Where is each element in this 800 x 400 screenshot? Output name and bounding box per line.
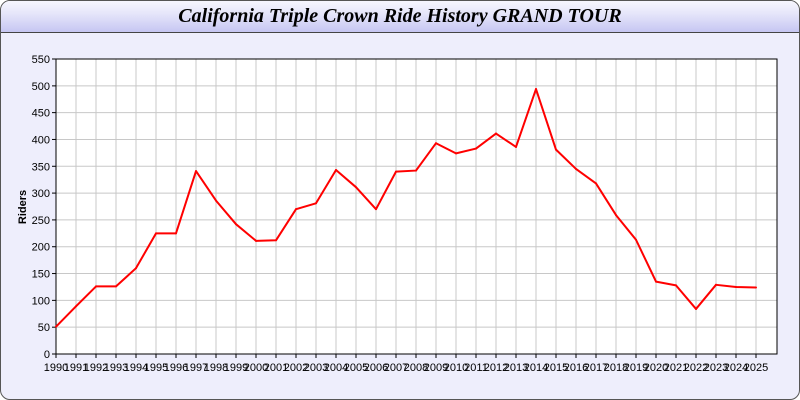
x-tick-label: 2014	[524, 362, 548, 374]
x-tick-label: 2022	[684, 362, 708, 374]
x-tick-label: 1995	[144, 362, 168, 374]
x-tick-label: 1992	[84, 362, 108, 374]
data-point	[695, 307, 697, 310]
x-tick-label: 2007	[384, 362, 408, 374]
data-point	[195, 170, 197, 173]
x-tick-label: 1990	[44, 362, 68, 374]
x-tick-label: 1998	[204, 362, 228, 374]
data-point	[135, 267, 137, 270]
y-tick-label: 0	[44, 349, 50, 361]
data-point	[755, 286, 757, 289]
x-tick-label: 2017	[584, 362, 608, 374]
x-tick-label: 1996	[164, 362, 188, 374]
x-tick-label: 2004	[324, 362, 348, 374]
x-tick-label: 2010	[444, 362, 468, 374]
data-point	[455, 152, 457, 155]
chart-title: California Triple Crown Ride History GRA…	[178, 5, 622, 27]
data-point	[615, 214, 617, 217]
x-tick-label: 2024	[724, 362, 748, 374]
data-point	[475, 147, 477, 150]
data-point	[115, 285, 117, 288]
data-point	[275, 239, 277, 242]
x-tick-label: 2003	[304, 362, 328, 374]
x-tick-label: 2023	[704, 362, 728, 374]
data-point	[655, 280, 657, 283]
data-point	[495, 132, 497, 135]
x-tick-label: 2016	[564, 362, 588, 374]
y-tick-label: 350	[32, 161, 50, 173]
data-point	[415, 169, 417, 172]
data-point	[575, 167, 577, 170]
x-tick-label: 2015	[544, 362, 568, 374]
data-point	[55, 325, 57, 328]
y-tick-label: 500	[32, 81, 50, 93]
y-tick-label: 200	[32, 242, 50, 254]
x-tick-label: 2000	[244, 362, 268, 374]
data-point	[675, 284, 677, 287]
x-tick-label: 2008	[404, 362, 428, 374]
data-point	[95, 285, 97, 288]
y-tick-label: 550	[32, 54, 50, 66]
x-tick-label: 2012	[484, 362, 508, 374]
series-line	[55, 88, 757, 328]
title-bar: California Triple Crown Ride History GRA…	[1, 1, 799, 33]
data-point	[515, 145, 517, 148]
data-point	[555, 148, 557, 151]
data-point	[255, 239, 257, 242]
x-tick-label: 2019	[624, 362, 648, 374]
x-tick-label: 1993	[104, 362, 128, 374]
y-tick-label: 250	[32, 215, 50, 227]
data-point	[355, 186, 357, 189]
data-point	[295, 208, 297, 211]
x-tick-label: 2020	[644, 362, 668, 374]
x-tick-label: 2013	[504, 362, 528, 374]
x-tick-label: 2011	[464, 362, 488, 374]
x-tick-label: 2001	[264, 362, 288, 374]
y-axis-label: Riders	[17, 190, 29, 224]
x-tick-label: 2006	[364, 362, 388, 374]
plot-border	[55, 58, 778, 355]
x-tick-label: 2021	[664, 362, 688, 374]
data-point	[155, 232, 157, 235]
x-tick-label: 2005	[344, 362, 368, 374]
data-point	[315, 202, 317, 205]
x-tick-label: 1994	[124, 362, 148, 374]
data-point	[735, 285, 737, 288]
x-tick-label: 1999	[224, 362, 248, 374]
x-tick-label: 2009	[424, 362, 448, 374]
data-point	[635, 238, 637, 241]
data-point	[535, 88, 537, 91]
y-tick-label: 150	[32, 269, 50, 281]
data-point	[75, 305, 77, 308]
x-tick-label: 2025	[744, 362, 768, 374]
data-point	[335, 169, 337, 172]
y-tick-label: 400	[32, 134, 50, 146]
data-point	[375, 208, 377, 211]
data-point	[215, 199, 217, 202]
data-point	[715, 283, 717, 286]
y-tick-label: 450	[32, 108, 50, 120]
x-tick-label: 2002	[284, 362, 308, 374]
data-point	[175, 232, 177, 235]
x-tick-label: 1997	[184, 362, 208, 374]
data-point	[435, 142, 437, 145]
data-point	[235, 223, 237, 226]
y-tick-label: 100	[32, 295, 50, 307]
x-tick-label: 1991	[64, 362, 88, 374]
y-tick-label: 50	[38, 322, 50, 334]
x-tick-label: 2018	[604, 362, 628, 374]
y-tick-label: 300	[32, 188, 50, 200]
data-point	[395, 170, 397, 173]
data-point	[595, 182, 597, 185]
